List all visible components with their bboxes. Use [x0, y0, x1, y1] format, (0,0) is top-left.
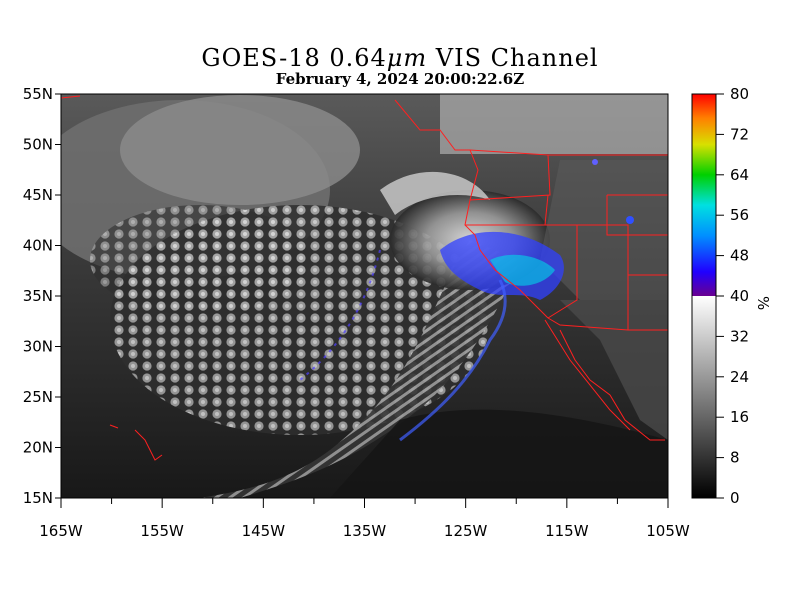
colorbar-tick-label: 72 [730, 125, 749, 143]
longitude-axis: 165W 155W 145W 135W 125W 115W 105W [39, 498, 690, 540]
latitude-axis: 55N 50N 45N 40N 35N 30N 25N 20N 15N [23, 85, 61, 507]
timestamp-subtitle: February 4, 2024 20:00:22.6Z [275, 70, 525, 88]
chart-title: GOES-18 0.64μm VIS Channel [201, 44, 599, 72]
lat-tick-label: 55N [23, 85, 53, 103]
lat-tick-label: 30N [23, 338, 53, 356]
colorbar-tick-label: 56 [730, 206, 749, 224]
colorbar-tick-label: 8 [730, 449, 740, 467]
colorbar-tick-label: 16 [730, 408, 749, 426]
colorbar-tick-label: 40 [730, 287, 749, 305]
lon-tick-label: 165W [39, 522, 83, 540]
colorbar-tick-label: 80 [730, 85, 749, 103]
colorbar-tick-label: 24 [730, 368, 749, 386]
lon-tick-label: 135W [343, 522, 387, 540]
colorbar-tick-label: 32 [730, 327, 749, 345]
colorbar-tick-label: 48 [730, 247, 749, 265]
lat-tick-label: 45N [23, 186, 53, 204]
state-boundaries [61, 95, 668, 461]
lat-tick-label: 40N [23, 237, 53, 255]
satellite-image [61, 94, 668, 498]
lon-tick-label: 155W [140, 522, 184, 540]
lat-tick-label: 20N [23, 439, 53, 457]
colorbar-tick-label: 64 [730, 166, 749, 184]
lat-tick-label: 25N [23, 388, 53, 406]
colorbar-tick-label: 0 [730, 489, 740, 507]
lon-tick-label: 115W [545, 522, 589, 540]
colorbar-unit: % [754, 296, 772, 310]
lat-tick-label: 50N [23, 136, 53, 154]
lat-tick-label: 15N [23, 489, 53, 507]
lat-tick-label: 35N [23, 287, 53, 305]
lon-tick-label: 125W [444, 522, 488, 540]
lon-tick-label: 105W [646, 522, 690, 540]
lon-tick-label: 145W [242, 522, 286, 540]
